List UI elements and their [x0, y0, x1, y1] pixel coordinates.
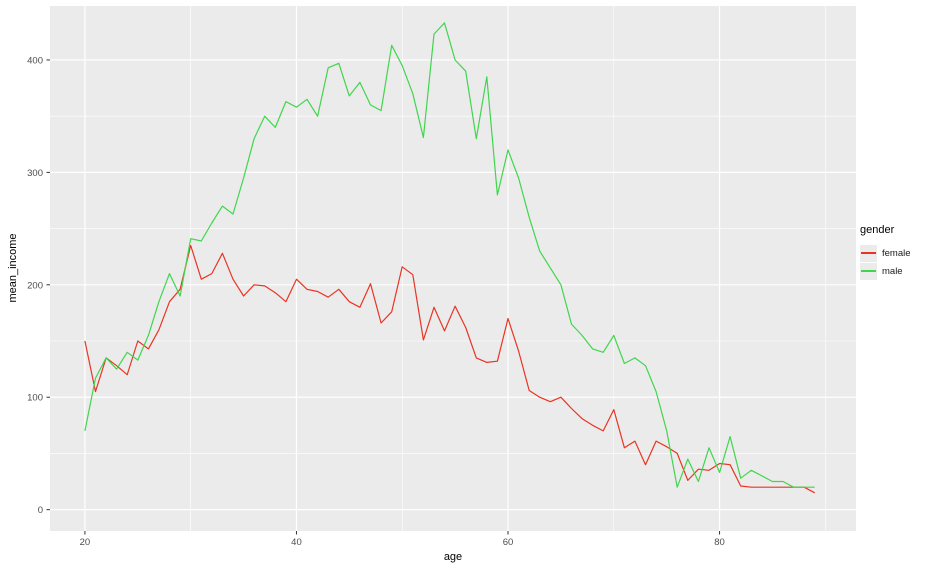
plot-panel-background [50, 6, 856, 531]
x-tick-label: 80 [714, 537, 725, 548]
x-axis-title: age [443, 551, 463, 563]
legend-item-female: female [860, 244, 911, 262]
legend-key-male [860, 262, 877, 280]
x-tick-label: 20 [80, 537, 91, 548]
series-line-female [84, 244, 815, 494]
y-tick-label: 100 [27, 393, 43, 404]
y-tick-label: 400 [27, 55, 43, 66]
legend-key-female [860, 244, 877, 262]
y-axis-title: mean_income [7, 233, 19, 303]
series-line-male [84, 22, 815, 488]
legend: gender female male [860, 224, 911, 280]
legend-label-female: female [882, 247, 911, 259]
x-tick-label: 60 [503, 537, 514, 548]
legend-title: gender [860, 224, 895, 236]
x-tick-label: 40 [291, 537, 302, 548]
y-tick-label: 200 [27, 280, 43, 291]
legend-label-male: male [882, 265, 903, 277]
female-line-swatch [861, 252, 876, 254]
male-line-swatch [861, 270, 876, 272]
legend-item-male: male [860, 262, 911, 280]
y-tick-label: 0 [38, 505, 43, 516]
y-tick-label: 300 [27, 168, 43, 179]
